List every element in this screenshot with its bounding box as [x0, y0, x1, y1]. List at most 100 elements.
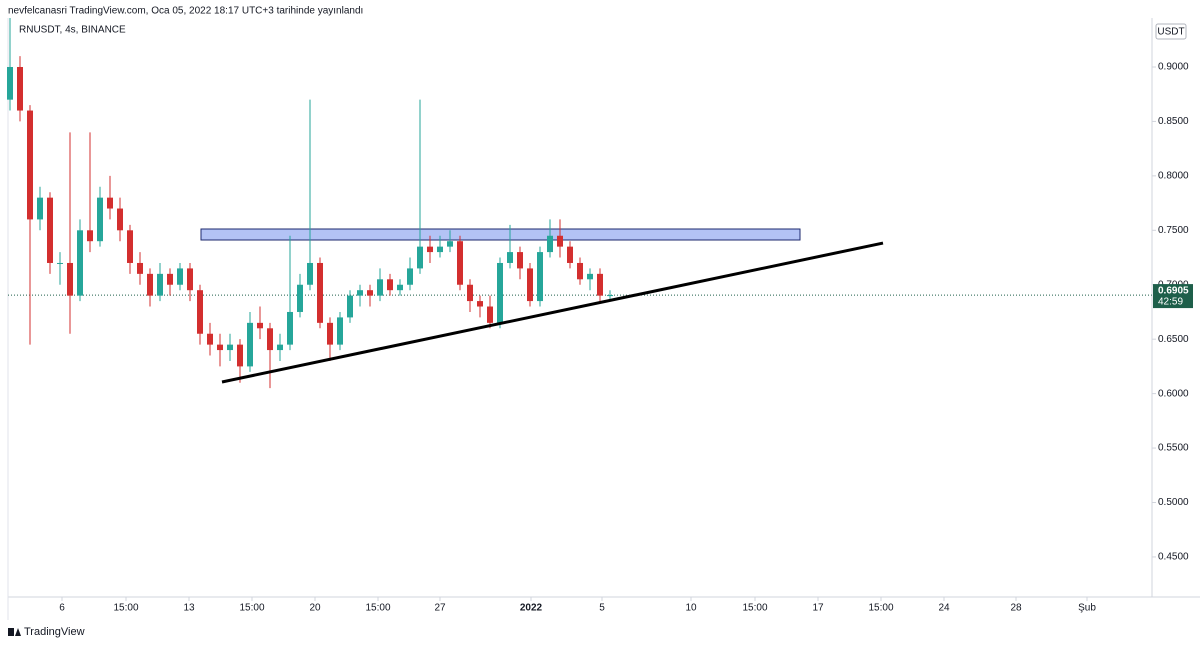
y-tick-label: 0.7500 [1158, 225, 1189, 236]
candle-body [37, 197, 43, 220]
candle-body [77, 230, 83, 296]
candle-body [287, 311, 293, 345]
x-tick-label: 10 [685, 603, 697, 614]
candle-body [147, 273, 153, 296]
candle-body [537, 252, 543, 302]
candle-body [67, 262, 73, 296]
x-tick-label: 15:00 [742, 603, 767, 614]
resistance-zone [200, 228, 801, 241]
candle-body [567, 246, 573, 263]
candle-body [97, 197, 103, 242]
candle-body [17, 66, 23, 111]
candle-body [487, 306, 493, 323]
y-tick-label: 0.6500 [1158, 334, 1189, 345]
candle-body [197, 290, 203, 334]
candle-body [377, 279, 383, 296]
y-tick-label: 0.5500 [1158, 443, 1189, 454]
candle-body [527, 268, 533, 302]
candle-body [457, 241, 463, 285]
candle-body [547, 235, 553, 253]
y-tick-label: 0.4500 [1158, 552, 1189, 563]
x-tick-label: 15:00 [113, 603, 138, 614]
currency: USDT [1157, 27, 1184, 38]
candle-body [517, 252, 523, 269]
candle-body [237, 344, 243, 367]
logo-mark [15, 628, 21, 636]
candle-body [27, 110, 33, 220]
y-tick-label: 0.6000 [1158, 388, 1189, 399]
candle-body [87, 230, 93, 242]
candle-body [297, 284, 303, 312]
y-tick-label: 0.5000 [1158, 497, 1189, 508]
candle-body [307, 262, 313, 285]
brand: TradingView [8, 626, 85, 638]
candle-body [497, 262, 503, 323]
candle-body [597, 273, 603, 296]
x-tick-label: Şub [1078, 603, 1096, 614]
x-tick-label: 17 [812, 603, 824, 614]
publish-header: nevfelcanasri TradingView.com, Oca 05, 2… [8, 6, 363, 17]
candle-body [117, 208, 123, 231]
candle-body [557, 235, 563, 247]
candle-body [107, 197, 113, 209]
x-tick-label: 27 [434, 603, 446, 614]
candle-body [167, 273, 173, 285]
trendline [221, 241, 884, 384]
x-tick-label: 20 [309, 603, 321, 614]
x-tick-label: 13 [183, 603, 195, 614]
candle-body [47, 197, 53, 263]
price-tag-value: 0.6905 [1158, 286, 1189, 297]
price-tag-countdown: 42:59 [1158, 297, 1183, 308]
candle-body [337, 317, 343, 345]
candle-body [177, 268, 183, 285]
candle-body [217, 344, 223, 351]
y-tick-label: 0.8500 [1158, 116, 1189, 127]
currency-box [1155, 23, 1187, 40]
x-tick-label: 15:00 [365, 603, 390, 614]
candle-body [327, 322, 333, 345]
x-tick-label: 6 [59, 603, 65, 614]
candle-body [57, 262, 63, 264]
candle-body [437, 246, 443, 253]
candle-body [127, 230, 133, 263]
candle-body [477, 301, 483, 307]
x-tick-label: 2022 [520, 603, 543, 614]
candle-body [267, 328, 273, 351]
candle-body [577, 262, 583, 280]
candle-body [607, 295, 613, 297]
candle-body [7, 66, 13, 100]
candle-body [207, 333, 213, 345]
price-tag [1153, 284, 1193, 309]
brand-name: TradingView [24, 626, 85, 638]
candle-body [247, 322, 253, 367]
candle-body [397, 284, 403, 291]
x-tick-label: 5 [599, 603, 605, 614]
candle-body [407, 268, 413, 285]
x-tick-label: 15:00 [239, 603, 264, 614]
candle-body [357, 290, 363, 296]
candle-body [187, 268, 193, 291]
candle-body [387, 279, 393, 291]
logo-mark [8, 628, 14, 636]
candle-body [467, 284, 473, 302]
candle-body [447, 241, 453, 247]
x-tick-label: 24 [938, 603, 950, 614]
x-tick-label: 15:00 [868, 603, 893, 614]
y-tick-label: 0.9000 [1158, 62, 1189, 73]
symbol: RNUSDT, 4s, BINANCE [19, 25, 126, 36]
x-tick-label: 28 [1010, 603, 1022, 614]
candle-body [317, 262, 323, 323]
candle-body [367, 290, 373, 296]
candle-body [507, 252, 513, 263]
candle-body [257, 322, 263, 329]
y-tick-label: 0.8000 [1158, 171, 1189, 182]
candle-body [277, 344, 283, 351]
candle-body [427, 246, 433, 253]
candle-body [157, 273, 163, 296]
candle-body [417, 246, 423, 269]
candle-body [587, 273, 593, 280]
candle-body [227, 344, 233, 351]
candle-body [137, 262, 143, 274]
candle-body [347, 295, 353, 318]
